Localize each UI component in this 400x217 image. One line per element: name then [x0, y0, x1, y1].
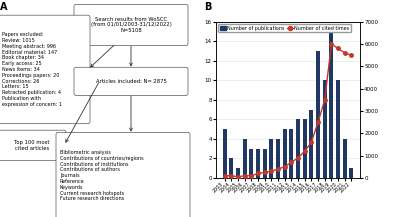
- Text: A: A: [0, 2, 8, 12]
- FancyBboxPatch shape: [56, 132, 190, 217]
- Bar: [236, 168, 240, 178]
- Legend: Number of publications, Number of cited times: Number of publications, Number of cited …: [218, 24, 351, 32]
- Text: Articles included: N= 2875: Articles included: N= 2875: [96, 79, 166, 84]
- Bar: [330, 31, 334, 178]
- Bar: [263, 149, 267, 178]
- Text: Papers excluded:
Review: 1015
Meeting abstract: 996
Editorial material: 147
Book: Papers excluded: Review: 1015 Meeting ab…: [2, 32, 62, 107]
- FancyBboxPatch shape: [0, 130, 66, 161]
- Bar: [242, 139, 246, 178]
- Text: Bibliometric analysis
Contributions of countries/regions
Contributions of instit: Bibliometric analysis Contributions of c…: [60, 150, 144, 201]
- Bar: [350, 168, 354, 178]
- Bar: [303, 119, 307, 178]
- FancyBboxPatch shape: [74, 67, 188, 95]
- Bar: [343, 139, 347, 178]
- Bar: [309, 110, 313, 178]
- Text: B: B: [204, 2, 211, 12]
- Bar: [249, 149, 253, 178]
- Bar: [283, 129, 287, 178]
- Bar: [296, 119, 300, 178]
- Bar: [336, 80, 340, 178]
- Bar: [289, 129, 293, 178]
- FancyBboxPatch shape: [74, 4, 188, 46]
- Bar: [256, 149, 260, 178]
- Bar: [276, 139, 280, 178]
- Bar: [269, 139, 273, 178]
- Bar: [229, 158, 233, 178]
- Bar: [222, 129, 226, 178]
- Bar: [316, 51, 320, 178]
- Text: Top 100 most
cited articles: Top 100 most cited articles: [14, 140, 50, 151]
- FancyBboxPatch shape: [0, 15, 90, 124]
- Bar: [323, 80, 327, 178]
- Text: Search results from WoSCC
(from 01/01/2003-31/12/2022)
N=5108: Search results from WoSCC (from 01/01/20…: [90, 17, 172, 33]
